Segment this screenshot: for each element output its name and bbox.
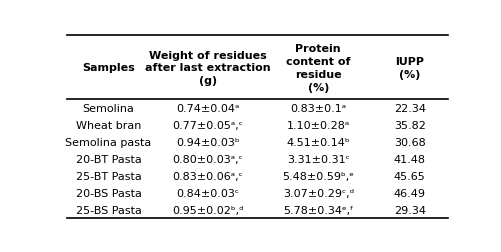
Text: 3.31±0.31ᶜ: 3.31±0.31ᶜ — [287, 154, 349, 164]
Text: 5.48±0.59ᵇ,ᵉ: 5.48±0.59ᵇ,ᵉ — [282, 171, 354, 181]
Text: 25-BT Pasta: 25-BT Pasta — [76, 171, 141, 181]
Text: 0.95±0.02ᵇ,ᵈ: 0.95±0.02ᵇ,ᵈ — [171, 205, 243, 215]
Text: 25-BS Pasta: 25-BS Pasta — [76, 205, 141, 215]
Text: 0.80±0.03ᵃ,ᶜ: 0.80±0.03ᵃ,ᶜ — [172, 154, 242, 164]
Text: Weight of residues
after last extraction
(g): Weight of residues after last extraction… — [145, 50, 270, 86]
Text: 41.48: 41.48 — [393, 154, 425, 164]
Text: 29.34: 29.34 — [393, 205, 425, 215]
Text: Semolina pasta: Semolina pasta — [65, 137, 151, 147]
Text: 35.82: 35.82 — [393, 120, 425, 131]
Text: 4.51±0.14ᵇ: 4.51±0.14ᵇ — [286, 137, 349, 147]
Text: 22.34: 22.34 — [393, 104, 425, 114]
Text: 45.65: 45.65 — [393, 171, 425, 181]
Text: 46.49: 46.49 — [393, 188, 425, 198]
Text: 3.07±0.29ᶜ,ᵈ: 3.07±0.29ᶜ,ᵈ — [282, 188, 353, 198]
Text: 1.10±0.28ᵃ: 1.10±0.28ᵃ — [286, 120, 349, 131]
Text: 20-BT Pasta: 20-BT Pasta — [76, 154, 141, 164]
Text: 0.84±0.03ᶜ: 0.84±0.03ᶜ — [176, 188, 239, 198]
Text: lUPP
(%): lUPP (%) — [394, 57, 423, 79]
Text: 0.83±0.06ᵃ,ᶜ: 0.83±0.06ᵃ,ᶜ — [172, 171, 242, 181]
Text: 0.74±0.04ᵃ: 0.74±0.04ᵃ — [176, 104, 239, 114]
Text: Wheat bran: Wheat bran — [76, 120, 141, 131]
Text: 0.94±0.03ᵇ: 0.94±0.03ᵇ — [175, 137, 239, 147]
Text: Samples: Samples — [82, 63, 135, 73]
Text: Semolina: Semolina — [83, 104, 134, 114]
Text: 0.77±0.05ᵃ,ᶜ: 0.77±0.05ᵃ,ᶜ — [172, 120, 242, 131]
Text: 0.83±0.1ᵃ: 0.83±0.1ᵃ — [290, 104, 346, 114]
Text: 30.68: 30.68 — [393, 137, 425, 147]
Text: 5.78±0.34ᵉ,ᶠ: 5.78±0.34ᵉ,ᶠ — [283, 205, 353, 215]
Text: Protein
content of
residue
(%): Protein content of residue (%) — [286, 44, 350, 92]
Text: 20-BS Pasta: 20-BS Pasta — [76, 188, 141, 198]
